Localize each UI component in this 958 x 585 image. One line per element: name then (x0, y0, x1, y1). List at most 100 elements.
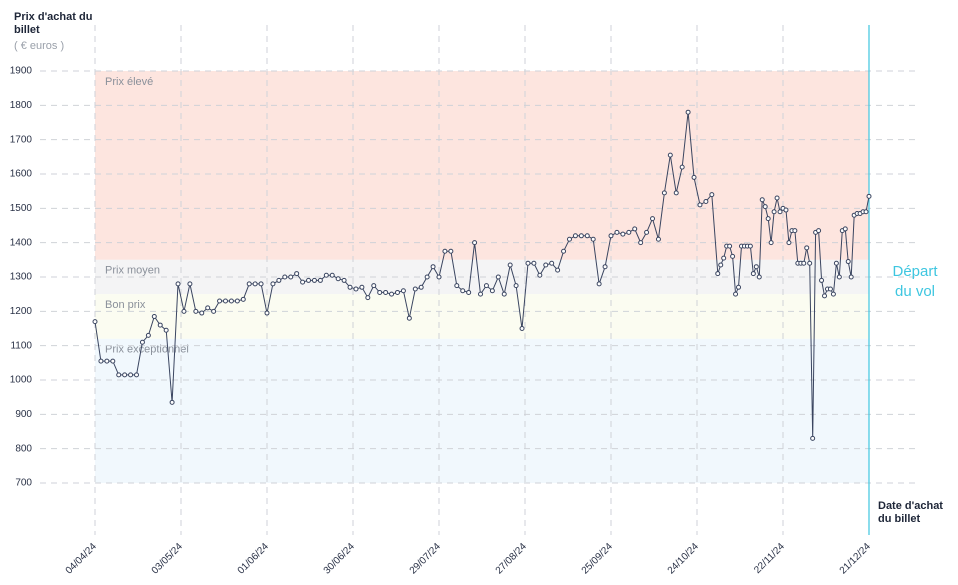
price-point (525, 260, 531, 266)
price-point (626, 229, 632, 235)
price-point (104, 358, 110, 364)
price-point (519, 326, 525, 331)
price-point (819, 277, 825, 283)
price-point (691, 174, 697, 180)
price-point (175, 281, 181, 287)
price-point (727, 243, 733, 249)
price-band (95, 338, 869, 483)
price-point (549, 260, 555, 266)
price-point (566, 236, 572, 242)
price-point (300, 279, 306, 285)
price-point (157, 322, 163, 328)
x-tick-label: 25/09/24 (580, 541, 616, 577)
price-point (596, 281, 602, 287)
y-tick-label: 1800 (10, 100, 33, 111)
price-point (756, 274, 762, 280)
price-point (483, 283, 489, 289)
price-point (730, 253, 736, 259)
price-point (394, 289, 400, 295)
x-tick-label: 30/06/24 (322, 541, 358, 577)
price-point (294, 271, 300, 277)
x-tick-label: 27/08/24 (494, 541, 530, 577)
price-point (418, 284, 424, 290)
x-tick-label: 22/11/24 (752, 541, 787, 576)
price-band (95, 71, 869, 260)
price-point (807, 260, 813, 266)
price-point (252, 281, 258, 287)
price-point (602, 264, 608, 270)
price-point (472, 240, 478, 246)
price-point (816, 228, 822, 234)
price-point (110, 358, 116, 364)
price-point (98, 358, 104, 364)
price-point (718, 262, 724, 268)
price-point (709, 192, 715, 198)
price-point (454, 283, 460, 289)
price-point (383, 289, 389, 295)
x-axis-title: Date d'achat du billet (878, 500, 943, 525)
price-point (222, 298, 228, 304)
price-point (822, 293, 828, 299)
price-point (92, 319, 98, 325)
price-point (608, 233, 614, 239)
price-point (733, 291, 739, 297)
price-point (673, 190, 679, 196)
x-tick-label: 29/07/24 (408, 541, 444, 577)
price-point (389, 291, 395, 297)
x-tick-label: 21/12/24 (838, 541, 874, 577)
price-point (685, 109, 691, 115)
price-point (845, 259, 851, 265)
price-point (430, 264, 436, 270)
price-point (460, 288, 466, 294)
price-point (264, 310, 270, 316)
price-point (759, 197, 765, 203)
price-point (246, 281, 252, 287)
price-point (128, 372, 134, 378)
y-tick-label: 1200 (10, 306, 33, 317)
price-point (400, 288, 406, 294)
price-point (163, 327, 169, 333)
price-point (655, 236, 661, 242)
price-point (311, 277, 317, 283)
price-point (848, 274, 854, 280)
y-tick-label: 1100 (10, 340, 32, 351)
price-point (478, 291, 484, 297)
price-point (555, 267, 561, 273)
price-point (371, 283, 377, 289)
x-tick-label: 03/05/24 (150, 541, 186, 577)
price-point (703, 198, 709, 204)
price-point (240, 296, 246, 302)
y-axis-unit: ( € euros ) (14, 40, 65, 52)
price-point (765, 216, 771, 222)
price-point (543, 262, 549, 268)
price-point (786, 240, 792, 246)
y-tick-label: 1900 (10, 66, 33, 77)
price-point (365, 295, 371, 301)
price-point (234, 298, 240, 304)
price-point (151, 313, 157, 319)
price-point (661, 190, 667, 196)
price-point (572, 233, 578, 239)
price-point (537, 272, 543, 278)
price-point (836, 274, 842, 280)
price-point (359, 284, 365, 290)
price-point (323, 272, 329, 278)
price-point (513, 283, 519, 289)
price-point (406, 315, 412, 321)
x-tick-label: 24/10/24 (666, 541, 702, 577)
band-label: Bon prix (105, 299, 146, 311)
price-point (489, 288, 495, 294)
price-point (833, 260, 839, 266)
price-point (697, 202, 703, 208)
price-point (258, 281, 264, 287)
price-point (632, 226, 638, 232)
price-point (288, 274, 294, 280)
price-point (810, 435, 816, 441)
price-point (187, 281, 193, 287)
price-point (827, 286, 833, 292)
y-tick-label: 1300 (10, 272, 33, 283)
price-point (199, 310, 205, 316)
price-point (747, 243, 753, 249)
price-point (590, 236, 596, 242)
